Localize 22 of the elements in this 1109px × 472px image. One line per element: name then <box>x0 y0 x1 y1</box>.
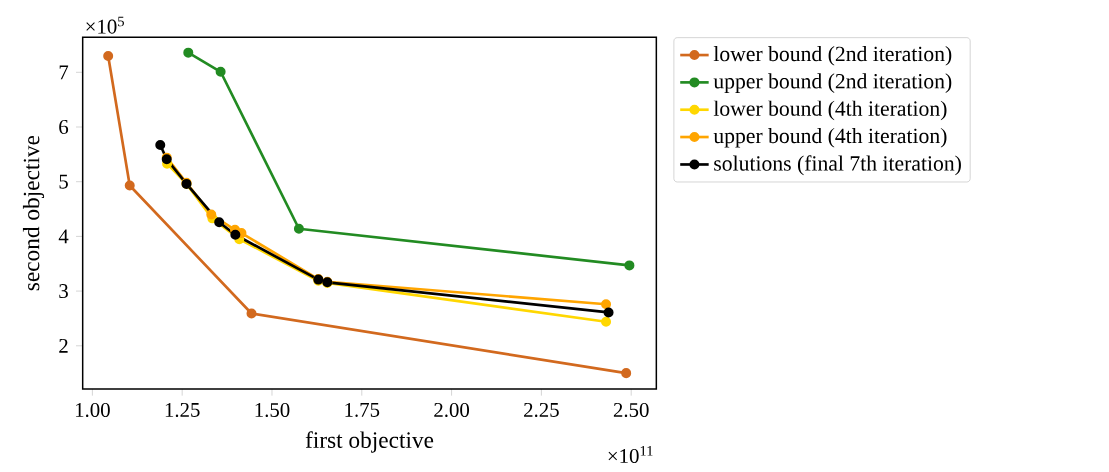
legend-label: lower bound (2nd iteration) <box>713 45 952 66</box>
x-tick-label: 2.25 <box>524 402 559 418</box>
x-tick-label: 2.50 <box>613 402 649 418</box>
x-tick-label: 1.25 <box>165 402 200 418</box>
legend-label: upper bound (4th iteration) <box>713 127 947 148</box>
x-tick-label: 2.00 <box>434 402 470 418</box>
x-tick-label: 1.50 <box>255 402 290 418</box>
y-axis-title: second objective <box>22 135 45 291</box>
legend-label: solutions (final 7th iteration) <box>714 155 961 176</box>
text: ×10$^{5}$ <box>86 16 124 34</box>
y-tick-label: 4 <box>58 229 69 244</box>
y-tick-label: 7 <box>59 65 69 80</box>
y-tick-label: 2 <box>59 338 68 353</box>
x-tick-label: 1.75 <box>345 402 380 417</box>
y-tick-label: 6 <box>59 120 69 135</box>
y-tick-label: 5 <box>59 174 68 189</box>
x-axis-title: first objective <box>305 431 434 453</box>
x-tick-label: 1.00 <box>75 402 110 418</box>
text: ×10$^{11}$ <box>608 445 653 464</box>
y-tick-label: 3 <box>59 284 68 299</box>
legend-label: lower bound (4th iteration) <box>713 100 947 121</box>
legend-label: upper bound (2nd iteration) <box>713 73 952 93</box>
